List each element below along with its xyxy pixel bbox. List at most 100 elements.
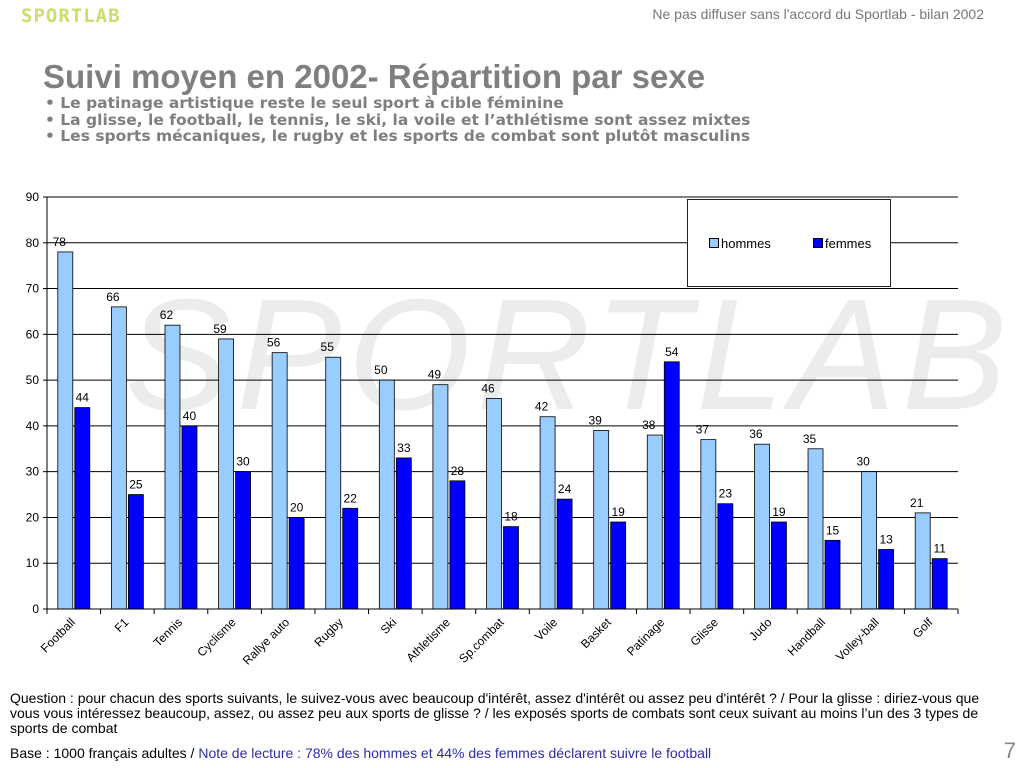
- bar-hommes: [593, 430, 610, 610]
- bar-femmes: [395, 457, 412, 610]
- data-label-femmes: 20: [290, 500, 304, 514]
- bar-hommes: [754, 443, 770, 610]
- bar-hommes: [914, 512, 931, 610]
- finding-2: • La glisse, le football, le tennis, le …: [45, 110, 751, 129]
- data-label-hommes: 36: [749, 427, 763, 441]
- data-label-hommes: 38: [642, 418, 656, 432]
- y-tick-label: 60: [26, 327, 40, 341]
- survey-question: Question : pour chacun des sports suivan…: [10, 690, 980, 736]
- data-label-hommes: 59: [213, 322, 227, 336]
- y-tick-label: 0: [32, 602, 39, 616]
- bar-hommes: [646, 434, 663, 610]
- finding-3: • Les sports mécaniques, le rugby et les…: [45, 127, 751, 145]
- bar-femmes: [824, 539, 841, 610]
- bar-femmes: [931, 558, 948, 610]
- y-tick-label: 80: [26, 236, 40, 250]
- data-label-hommes: 56: [267, 336, 281, 350]
- x-tick-label: Voile: [532, 615, 561, 644]
- bar-femmes: [342, 507, 359, 610]
- data-label-hommes: 50: [374, 363, 388, 377]
- data-label-femmes: 25: [129, 478, 143, 492]
- base-line: Base : 1000 français adultes / Note de l…: [10, 745, 711, 761]
- bar-femmes: [663, 361, 680, 610]
- bar-hommes: [486, 398, 502, 610]
- reading-note: Note de lecture : 78% des hommes et 44% …: [198, 745, 712, 761]
- y-tick-label: 30: [26, 465, 40, 479]
- bar-hommes: [432, 384, 449, 610]
- data-label-femmes: 24: [558, 482, 572, 496]
- x-tick-label: Ski: [378, 615, 400, 637]
- data-label-femmes: 11: [933, 542, 946, 556]
- finding-1: • Le patinage artistique reste le seul s…: [45, 94, 564, 112]
- y-tick-label: 90: [26, 190, 40, 204]
- bar-hommes: [861, 471, 878, 610]
- data-label-hommes: 46: [481, 381, 495, 395]
- bar-hommes: [271, 352, 288, 610]
- y-tick-label: 40: [26, 419, 40, 433]
- data-label-femmes: 22: [344, 491, 358, 505]
- bar-chart: 0 10 20 30 40 50 60 70 80 90 78 44 Football 66 25 F1 62 4…: [26, 190, 959, 668]
- x-tick-label: Handball: [785, 615, 828, 658]
- bar-hommes: [218, 338, 234, 610]
- data-label-hommes: 66: [106, 290, 120, 304]
- bar-hommes: [325, 356, 342, 610]
- bar-femmes: [288, 517, 305, 610]
- x-tick-label: Football: [38, 615, 78, 655]
- bar-femmes: [717, 503, 734, 610]
- y-tick-label: 50: [26, 373, 40, 387]
- bar-femmes: [127, 494, 144, 610]
- page-title: Suivi moyen en 2002- Répartition par sex…: [43, 58, 706, 95]
- data-label-femmes: 54: [665, 345, 679, 359]
- bar-femmes: [610, 521, 627, 610]
- data-label-hommes: 62: [160, 308, 174, 322]
- x-tick-label: Sp.combat: [456, 615, 507, 666]
- bar-hommes: [539, 416, 556, 610]
- bar-femmes: [449, 480, 466, 610]
- bar-hommes: [700, 439, 717, 610]
- bar-femmes: [878, 549, 895, 610]
- x-tick-label: Volley-ball: [833, 615, 882, 664]
- x-tick-label: Tennis: [151, 615, 185, 649]
- legend-label-hommes: hommes: [721, 236, 771, 251]
- y-tick-label: 20: [26, 510, 40, 524]
- bar-hommes: [807, 448, 824, 610]
- disclaimer-text: Ne pas diffuser sans l'accord du Sportla…: [652, 6, 984, 22]
- page-number: 7: [1003, 738, 1016, 763]
- chart-legend: hommes femmes: [687, 199, 891, 287]
- data-label-hommes: 35: [803, 432, 817, 446]
- bar-femmes: [556, 498, 573, 610]
- y-tick-label: 70: [26, 282, 40, 296]
- x-tick-label: Judo: [746, 615, 775, 644]
- data-label-femmes: 30: [236, 455, 250, 469]
- data-label-femmes: 33: [397, 441, 411, 455]
- bar-femmes: [771, 521, 787, 610]
- data-label-femmes: 23: [719, 487, 733, 501]
- x-tick-label: Cyclisme: [194, 615, 239, 660]
- data-label-hommes: 78: [53, 235, 67, 249]
- bar-femmes: [235, 471, 251, 610]
- data-label-hommes: 55: [321, 340, 335, 354]
- data-label-femmes: 19: [772, 505, 786, 519]
- bar-femmes: [181, 425, 198, 610]
- data-label-femmes: 18: [504, 510, 518, 524]
- data-label-hommes: 49: [428, 368, 442, 382]
- sportlab-logo: SPORTLAB: [21, 5, 121, 27]
- legend-label-femmes: femmes: [825, 236, 872, 251]
- legend-item-femmes: femmes: [813, 236, 871, 251]
- x-tick-label: Basket: [578, 615, 614, 651]
- data-label-femmes: 28: [451, 464, 465, 478]
- data-label-femmes: 44: [76, 391, 90, 405]
- data-label-hommes: 42: [535, 400, 549, 414]
- bar-femmes: [74, 407, 91, 610]
- x-tick-label: Patinage: [624, 615, 668, 659]
- y-tick-label: 10: [26, 556, 40, 570]
- x-tick-label: Rallye auto: [240, 615, 293, 668]
- x-tick-label: F1: [112, 615, 132, 635]
- bar-hommes: [378, 379, 395, 610]
- x-tick-label: Rugby: [311, 615, 345, 649]
- key-findings: • Le patinage artistique reste le seul s…: [45, 95, 750, 145]
- data-label-femmes: 13: [879, 532, 893, 546]
- legend-item-hommes: hommes: [709, 236, 771, 251]
- base-text: Base : 1000 français adultes /: [10, 745, 199, 761]
- x-tick-label: Glisse: [687, 615, 721, 649]
